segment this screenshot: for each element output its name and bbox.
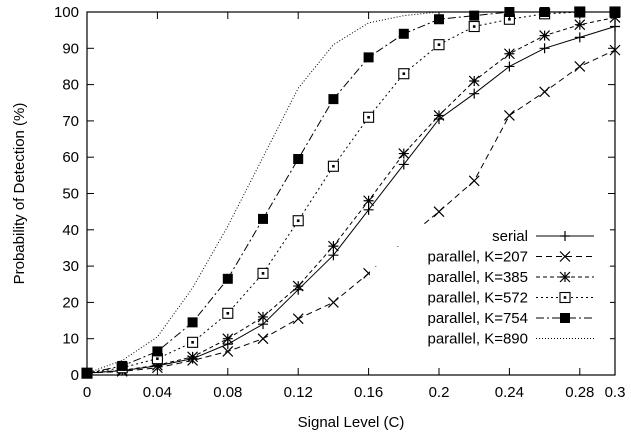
data-point: [469, 88, 480, 99]
data-point: [469, 10, 480, 21]
legend-marker: [560, 313, 570, 323]
legend-label: parallel, K=890: [428, 331, 529, 348]
legend-item: serial: [370, 226, 610, 246]
data-point: [292, 280, 304, 292]
series-line: [86, 11, 615, 374]
data-point: [363, 204, 374, 215]
data-point: [433, 39, 445, 51]
series-2: [81, 44, 621, 379]
data-point: [434, 14, 444, 25]
data-point: [363, 111, 375, 123]
data-point: [503, 110, 515, 121]
data-point: [328, 250, 339, 261]
x-tick-label: 0.12: [284, 384, 313, 401]
data-point: [222, 307, 234, 319]
data-point: [327, 240, 339, 252]
y-tick-label: 0: [71, 367, 79, 384]
data-point: [363, 52, 374, 63]
data-point: [433, 110, 445, 121]
data-point: [363, 195, 375, 207]
data-point: [574, 19, 586, 31]
data-point: [257, 311, 269, 323]
y-tick-label: 70: [62, 113, 79, 130]
legend-label: parallel, K=385: [428, 269, 529, 286]
data-point: [187, 317, 198, 328]
legend-marker: [559, 271, 571, 283]
data-point: [398, 159, 409, 170]
data-point: [327, 296, 339, 308]
data-point: [293, 154, 304, 165]
legend-label: serial: [492, 228, 528, 245]
y-tick-label: 10: [62, 331, 79, 348]
data-point: [222, 345, 234, 357]
y-tick-label: 50: [62, 186, 79, 203]
y-tick-label: 20: [62, 294, 79, 311]
x-tick-label: 0.04: [143, 384, 172, 401]
data-point: [222, 333, 234, 345]
legend-label: parallel, K=572: [428, 290, 529, 307]
legend: serial parallel, K=207 parallel, K=385 para…: [370, 226, 610, 349]
data-point: [257, 267, 269, 279]
series-line: [86, 26, 616, 374]
legend-label: parallel, K=207: [428, 249, 529, 266]
data-point: [328, 94, 339, 105]
data-point: [151, 359, 163, 371]
y-tick-label: 80: [62, 77, 79, 94]
data-point: [468, 20, 480, 33]
data-point: [327, 160, 339, 172]
legend-marker: [559, 251, 571, 262]
data-point: [539, 30, 551, 42]
data-point: [257, 333, 269, 345]
series-line: [86, 11, 615, 374]
data-point: [398, 148, 410, 159]
x-tick-label: 0.08: [213, 384, 242, 401]
legend-item: parallel, K=572: [370, 287, 610, 308]
x-tick-label: 0.16: [354, 384, 383, 401]
x-tick-label: 0.3: [605, 384, 626, 401]
axis-ticks: 0 10 20 30 40 50 60 70 80 90 100 0 0.04 0.08 0.12 0.16 0…: [54, 4, 625, 401]
data-point: [222, 273, 233, 284]
legend-label: parallel, K=754: [428, 310, 529, 327]
y-tick-label: 30: [62, 258, 79, 275]
data-point: [504, 61, 515, 72]
legend-item: parallel, K=890: [370, 328, 610, 349]
data-point: [258, 213, 268, 224]
x-tick-label: 0.2: [429, 384, 450, 401]
data-point: [539, 43, 550, 54]
data-point: [468, 175, 480, 187]
x-axis-title: Signal Level (C): [298, 414, 405, 431]
legend-marker: [560, 231, 570, 241]
x-tick-label: 0.28: [565, 384, 594, 401]
data-point: [398, 28, 409, 39]
data-point: [187, 336, 199, 348]
y-tick-label: 40: [62, 222, 79, 239]
data-point: [468, 75, 480, 87]
legend-marker: [559, 291, 571, 304]
data-point: [398, 68, 410, 80]
data-point: [433, 206, 445, 218]
legend-item: parallel, K=385: [370, 267, 610, 287]
legend-item: parallel, K=207: [370, 246, 610, 267]
data-point: [292, 215, 304, 227]
x-tick-label: 0: [83, 384, 91, 401]
y-tick-label: 100: [54, 4, 79, 21]
legend-item: parallel, K=754: [370, 308, 610, 328]
data-point: [503, 48, 515, 60]
y-tick-label: 60: [62, 149, 79, 166]
data-point: [539, 86, 551, 98]
data-point: [292, 313, 304, 325]
series-line: [86, 49, 616, 374]
y-axis-title: Probability of Detection (%): [11, 103, 28, 285]
data-point: [117, 360, 128, 371]
data-point: [574, 32, 585, 43]
data-point: [574, 61, 586, 72]
data-point: [152, 346, 163, 357]
x-tick-label: 0.24: [495, 384, 524, 401]
y-tick-label: 90: [62, 40, 79, 57]
data-point: [187, 351, 199, 363]
series-line: [86, 16, 616, 374]
